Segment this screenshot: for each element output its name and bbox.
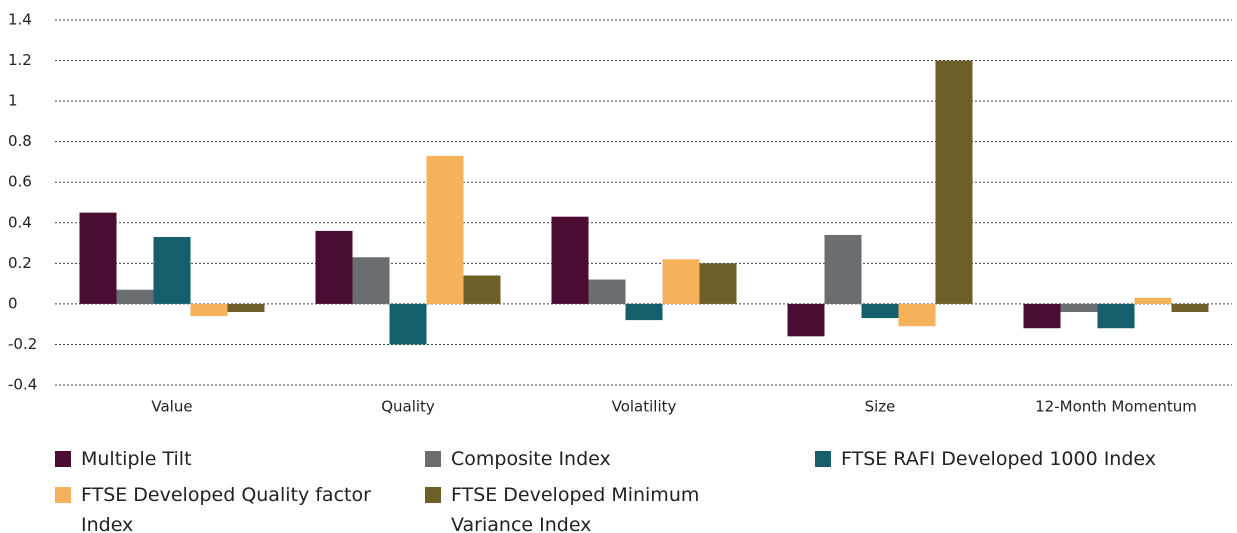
y-tick-label: 0.4 [8,213,32,231]
y-tick-label: 1.2 [8,51,32,69]
bar [1097,303,1135,329]
legend-swatch [55,451,71,467]
bar [787,303,825,337]
bar [1023,303,1061,329]
legend-swatch [425,451,441,467]
legend-item: Composite Index [425,444,741,474]
bar [898,303,936,327]
bar [1171,303,1209,312]
legend-label: Composite Index [451,448,611,470]
y-tick-label: -0.2 [8,335,37,353]
x-tick-label: 12-Month Momentum [1035,398,1197,416]
legend-item: Multiple Tilt [55,444,371,474]
bar [79,212,117,304]
bar [227,303,265,312]
bar [1060,303,1098,312]
x-tick-label: Volatility [612,398,677,416]
y-tick-label: 0.2 [8,254,32,272]
x-tick-label: Quality [381,398,435,416]
bar [1134,297,1172,304]
legend-item: FTSE RAFI Developed 1000 Index [815,444,1156,474]
x-tick-label: Value [151,398,192,416]
legend-item: FTSE Developed Minimum Variance Index [425,480,741,533]
bar [861,303,899,319]
bar [463,275,501,304]
legend-label: FTSE Developed Quality factor Index [81,484,371,533]
bar [426,155,464,304]
legend-swatch [55,487,71,503]
y-tick-label: 1.4 [8,11,32,29]
bar [588,279,626,304]
chart: -0.4 -0.2 0 0.2 0.4 0.6 0.8 1 1.2 1.4 Value Quality… [8,11,1232,416]
legend-label: FTSE Developed Minimum Variance Index [451,484,700,533]
legend-item: FTSE Developed Quality factor Index [55,480,371,533]
bar [625,303,663,321]
x-tick-label: Size [865,398,896,416]
bar [824,234,862,304]
bar [699,263,737,304]
legend-swatch [815,451,831,467]
bar [190,303,228,317]
bar [153,236,191,304]
legend: Multiple Tilt Composite Index FTSE RAFI De… [0,440,1237,533]
bar [662,259,700,304]
bar [116,289,154,304]
y-tick-label: -0.4 [8,376,37,394]
bar [389,303,427,345]
legend-swatch [425,487,441,503]
legend-label: Multiple Tilt [81,448,192,470]
bar [352,257,390,304]
bar [315,230,353,304]
y-tick-label: 0.6 [8,173,32,191]
bar [935,60,973,304]
y-tick-label: 0 [8,294,18,312]
y-tick-label: 1 [8,92,18,110]
y-tick-label: 0.8 [8,132,32,150]
legend-label: FTSE RAFI Developed 1000 Index [841,448,1157,470]
bar [551,216,589,304]
